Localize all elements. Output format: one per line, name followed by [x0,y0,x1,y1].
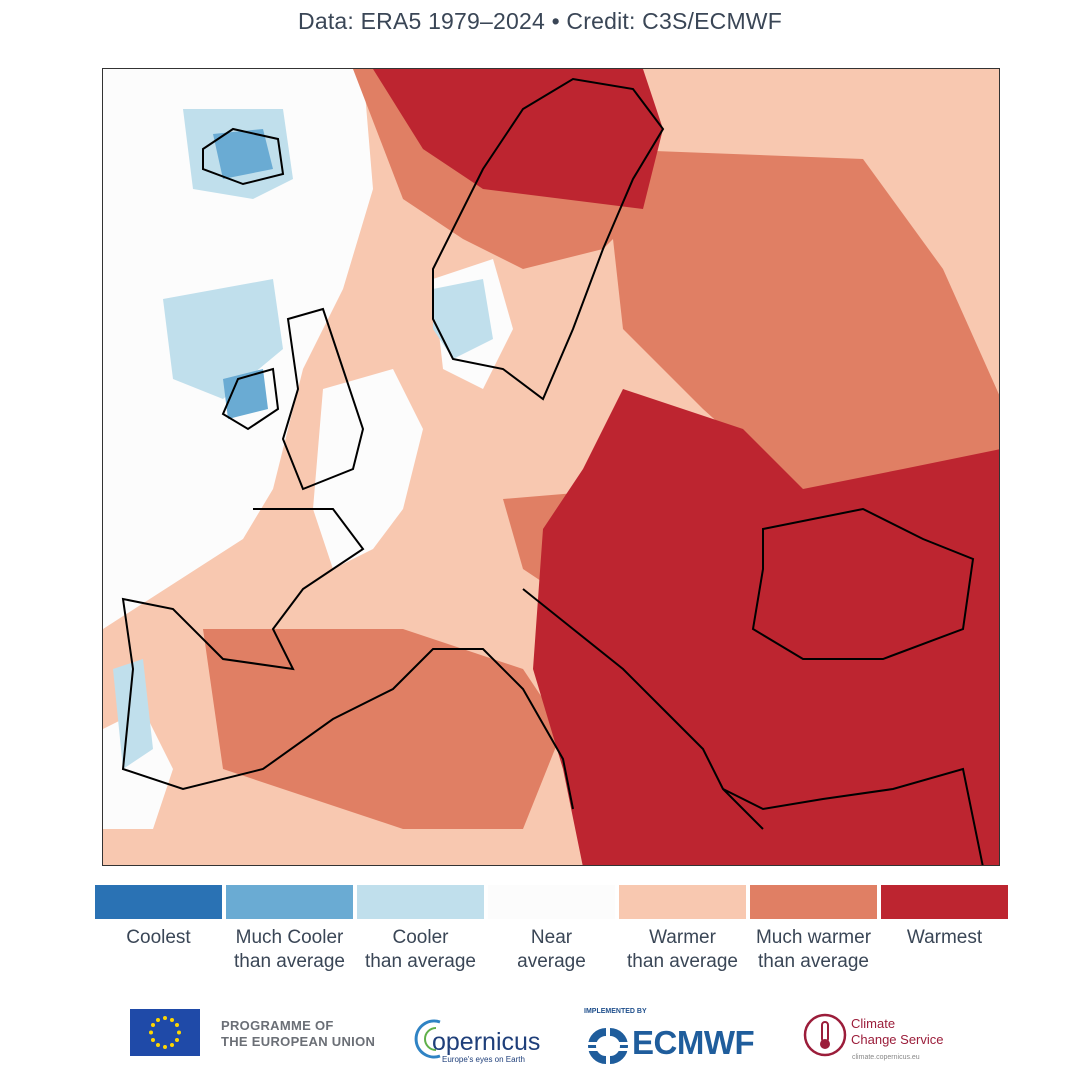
copernicus-word: opernicus [432,1028,541,1056]
ireland-much-cooler [223,369,268,419]
legend-item-much-cooler: Much Cooler than average [226,885,353,974]
copernicus-tagline: Europe's eyes on Earth [442,1055,525,1064]
legend-swatch-much-cooler [226,885,353,919]
thermometer-icon [803,1013,847,1057]
legend-swatch-warmest [881,885,1008,919]
ecmwf-implemented-by: IMPLEMENTED BY [584,1008,647,1015]
russia-much-warmer [603,149,999,499]
britain-coast [281,307,365,491]
copernicus-logo: opernicus Europe's eyes on Earth [410,1008,550,1064]
legend-item-cooler: Cooler than average [357,885,484,974]
eu-flag-icon [130,1009,200,1056]
c3s-logo: Climate Change Service climate.copernicu… [803,1008,973,1063]
legend-item-much-warmer: Much warmer than average [750,885,877,974]
ireland-coast [221,367,280,431]
southeast-europe-warmest [533,389,999,865]
legend-swatch-cooler [357,885,484,919]
legend-label-much-cooler: Much Cooler than average [234,927,345,972]
legend-label-much-warmer: Much warmer than average [755,927,872,972]
aegean-anatolia-coast [722,767,984,865]
legend-label-warmer: Warmer than average [627,927,738,972]
iceland-much-cooler [213,129,273,179]
black-sea-coast [751,507,975,660]
anomaly-map [102,68,1000,866]
ecmwf-word: ECMWF [632,1024,755,1061]
portugal-cooler [113,659,153,769]
legend-swatch-coolest [95,885,222,919]
c3s-line-1: Climate [851,1016,896,1031]
legend-label-cooler: Cooler than average [365,927,476,972]
eu-stars [149,1016,181,1049]
eu-line-2: THE EUROPEAN UNION [221,1034,376,1049]
legend-swatch-warmer [619,885,746,919]
c3s-line-2: Change Service [851,1032,944,1047]
legend: Coolest Much Cooler than average Cooler … [95,885,1008,975]
legend-swatch-much-warmer [750,885,877,919]
scandinavia-north-warmest [373,69,663,209]
legend-swatch-near [488,885,615,919]
map-canvas [103,69,999,865]
legend-item-near: Near average [488,885,615,974]
ecmwf-logo: IMPLEMENTED BY ECMWF [584,1008,784,1064]
legend-label-near: Near average [517,927,586,972]
eu-line-1: PROGRAMME OF [221,1018,334,1033]
norway-cooler [433,279,493,359]
copernicus-c-icon [414,1019,441,1059]
footer-logos: PROGRAMME OF THE EUROPEAN UNION opernicu… [0,1000,1080,1077]
ecmwf-symbol-icon [586,1028,630,1064]
c3s-url: climate.copernicus.eu [852,1054,920,1061]
mediterranean-much-warmer [203,629,563,829]
continental-coast [121,508,574,810]
iceland-coast [202,127,285,186]
scandinavia-coast [432,77,665,401]
legend-label-warmest: Warmest [906,927,983,948]
legend-label-coolest: Coolest [126,927,191,948]
atlantic-cooler-patch [163,279,283,399]
legend-item-coolest: Coolest [95,885,222,950]
legend-item-warmest: Warmest [881,885,1008,950]
eu-programme-text: PROGRAMME OF THE EUROPEAN UNION [221,1018,375,1050]
legend-item-warmer: Warmer than average [619,885,746,974]
data-credit-line: Data: ERA5 1979–2024 • Credit: C3S/ECMWF [298,8,782,34]
coastlines [121,77,984,865]
